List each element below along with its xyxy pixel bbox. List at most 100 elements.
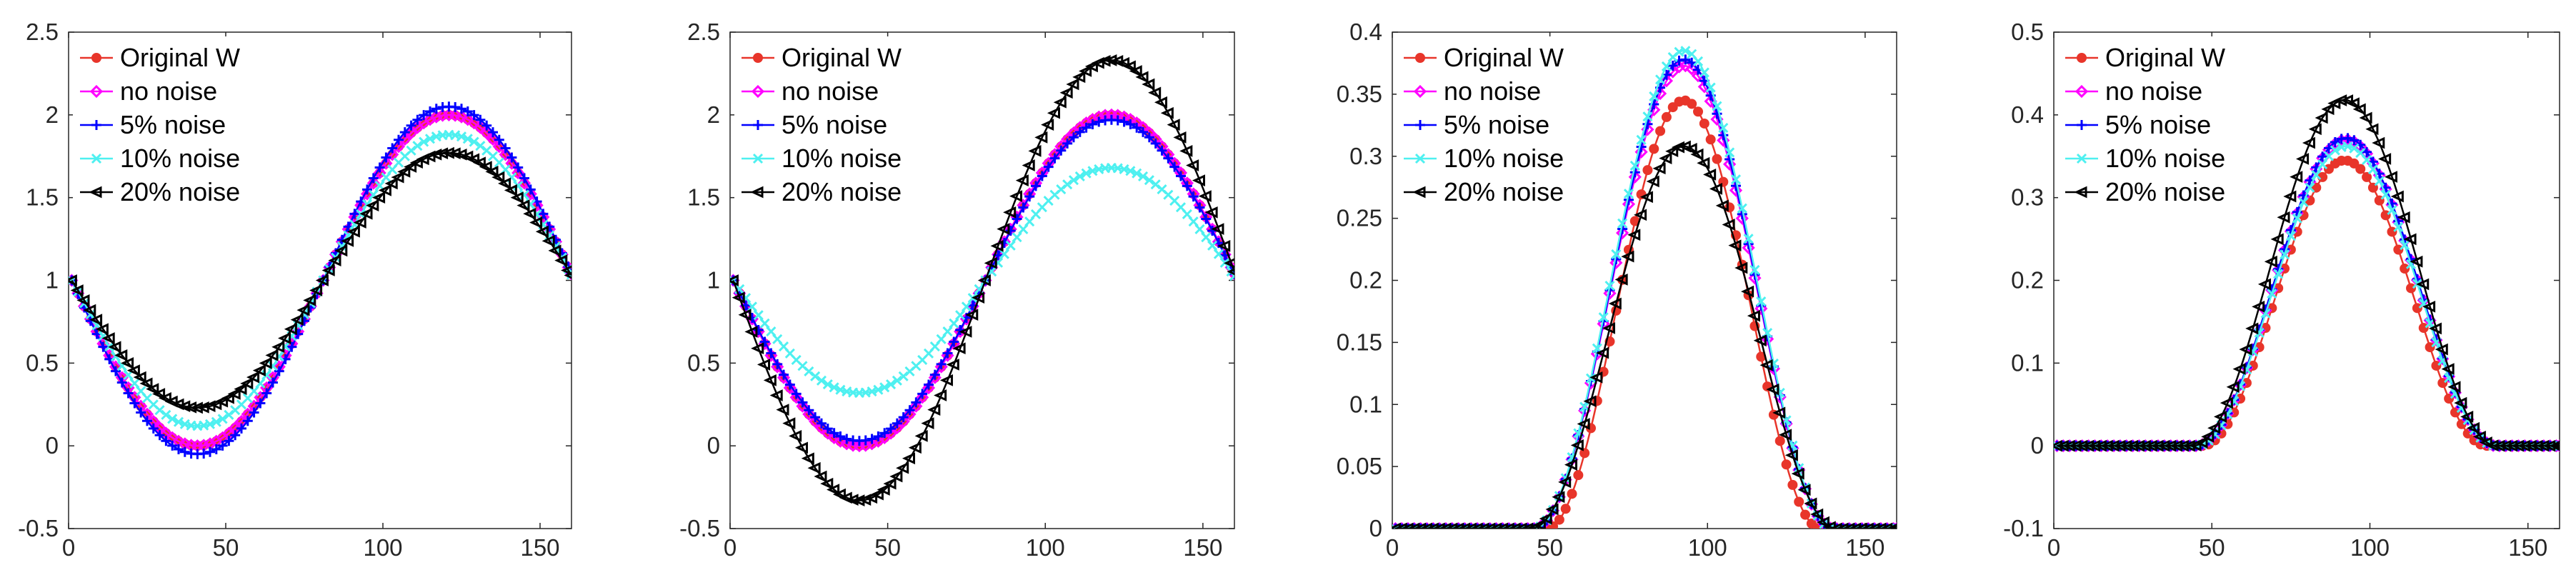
data-point [2220,396,2233,409]
data-point [797,397,808,408]
data-point [2068,439,2082,452]
data-point [373,166,386,180]
data-point [211,444,221,455]
data-point [2387,205,2397,216]
data-point [1501,522,1514,529]
legend-item: 5% noise [742,110,887,139]
data-point [1148,86,1162,99]
data-point [368,173,379,184]
data-point [1438,522,1452,529]
data-point [271,341,285,354]
data-point [1552,491,1565,504]
data-point [1679,59,1692,73]
legend-marker [91,120,101,130]
legend-marker [89,186,102,199]
legend-label: Original W [782,43,902,72]
y-tick-label: 0.05 [1337,453,1382,479]
data-point [1188,191,1199,202]
data-point [1655,126,1666,136]
legend-marker [2077,53,2087,63]
data-point [133,371,146,384]
data-point [148,423,159,434]
data-point [1119,116,1129,127]
data-point [536,210,550,224]
data-point [1781,459,1792,470]
data-point [2479,436,2492,449]
data-point [1003,206,1017,219]
data-point [1661,61,1672,72]
data-point [1699,118,1709,129]
legend-marker [753,53,763,63]
x-tick-label: 50 [213,534,239,561]
data-point [2359,111,2372,124]
x-tick-label: 0 [1386,534,1399,561]
data-point [870,488,884,501]
legend-label: 10% noise [1444,144,1564,173]
legend: Original W no noise 5% noise 10% noise 20% n… [2058,36,2225,216]
data-point [2517,439,2530,452]
data-point [498,177,511,190]
data-point [1194,202,1205,213]
data-point [2435,343,2448,356]
data-point [2062,439,2075,452]
data-point [1693,106,1704,117]
data-point [1659,74,1674,88]
data-point [1712,154,1722,164]
data-point [513,162,524,173]
data-point [2317,151,2328,162]
data-point [353,216,366,229]
data-point [1087,119,1098,129]
data-point [1742,241,1755,254]
data-point [378,184,391,196]
data-point [902,452,916,465]
data-point [2412,303,2422,314]
data-point [1129,65,1142,77]
data-point [554,254,568,266]
data-point [1194,224,1205,235]
data-point [757,359,771,371]
data-point [892,375,902,386]
data-point [1603,286,1617,300]
data-point [2277,211,2290,224]
legend-label: no noise [782,76,879,106]
data-point [1577,418,1590,430]
data-point [412,141,423,151]
data-point [1125,166,1136,176]
x-tick-label: 50 [1537,534,1563,561]
data-point [481,120,492,131]
data-point [1816,516,1830,529]
data-point [1705,134,1716,145]
data-point [789,430,802,442]
data-point [1596,346,1609,359]
data-point [814,470,827,483]
data-point [391,171,404,184]
data-point [2283,190,2297,203]
data-point [1400,522,1414,529]
data-point [914,430,928,442]
data-point [965,309,979,321]
data-point [424,134,436,144]
data-point [942,348,953,359]
data-point [2422,300,2436,313]
data-point [2327,97,2341,109]
data-point [921,417,934,429]
legend: Original W no noise 5% noise 10% noise 20% n… [1397,36,1564,216]
y-tick-label: 0.5 [2011,19,2044,45]
data-point [738,309,752,321]
data-point [409,156,423,169]
data-point [1192,174,1205,186]
data-point [2290,171,2303,183]
data-point [842,434,852,444]
data-point [1186,159,1199,171]
data-point [2315,111,2328,124]
data-point [923,379,934,390]
data-point [1754,301,1768,316]
data-point [1573,470,1584,481]
data-point [486,132,500,146]
data-point [89,314,103,326]
data-point [1583,395,1597,408]
data-point [1703,169,1717,181]
data-point [829,428,839,439]
data-point [810,371,821,381]
